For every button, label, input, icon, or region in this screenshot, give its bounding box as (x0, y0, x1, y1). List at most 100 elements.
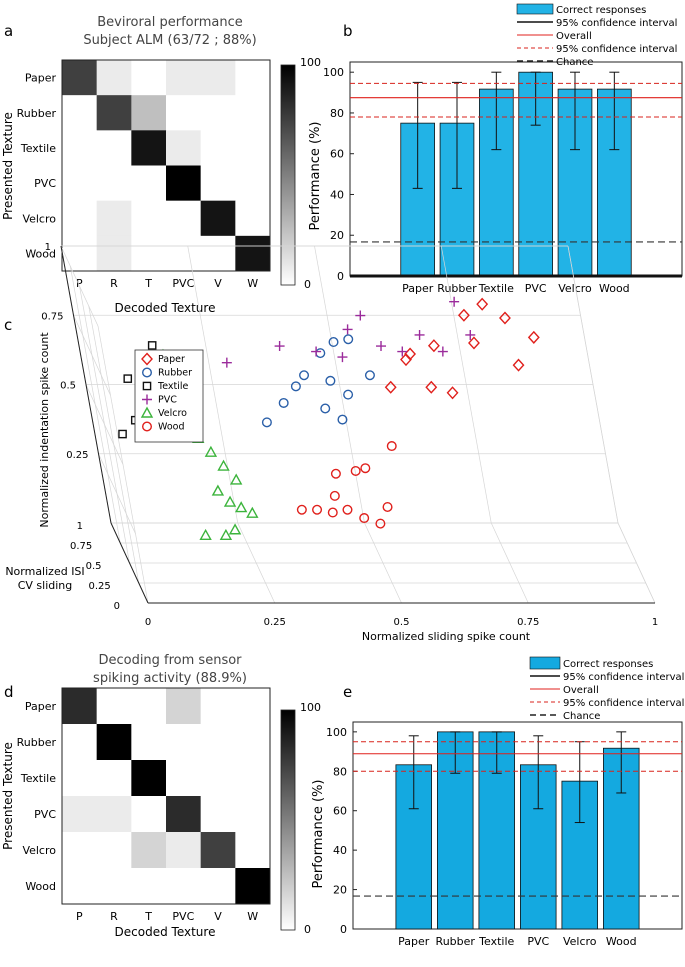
scatter-point-paper (457, 308, 470, 322)
heatmap-a-cell (96, 165, 132, 201)
grid-floor-y (364, 522, 402, 604)
scatter-point-rubber (337, 414, 348, 425)
heatmap-d-cell (131, 868, 167, 905)
bar-e-ytick-label: 60 (333, 805, 347, 818)
colorbar-d (280, 709, 296, 931)
heatmap-a-cell (166, 235, 201, 272)
scatter-point-paper (425, 380, 438, 394)
scatter-point-velcro (217, 459, 230, 471)
heatmap-d-cell (131, 688, 167, 725)
panel-a: a Beviroral performance Subject ALM (63/… (1, 15, 321, 315)
scatter-c-ytick-label: 0 (114, 601, 120, 612)
heatmap-d-cell (166, 868, 201, 905)
heatmap-a-col-label: P (76, 277, 83, 290)
heatmap-d-col-label: P (76, 910, 83, 923)
bar-b-category-label: Paper (402, 282, 434, 295)
y-axis (110, 522, 149, 604)
legend-b-swatch-correct (516, 3, 554, 15)
heatmap-d-cell (235, 832, 271, 869)
legend-c-label-pvc: PVC (158, 395, 177, 406)
heatmap-a-col-label: R (110, 277, 118, 290)
heatmap-a-cell (235, 200, 271, 237)
bar-e-category-label: Wood (606, 935, 637, 948)
heatmap-d-cell (96, 760, 132, 797)
scatter-c-ylabel-line2: CV sliding (18, 579, 73, 592)
heatmap-a-row-label: Textile (20, 142, 56, 155)
legend-b-overall: Overall (556, 31, 592, 42)
legend-c-marker-paper (141, 352, 153, 366)
heatmap-a-col-labels: P R T PVC V W (76, 277, 258, 290)
scatter-c-ylabel-line1: Normalized ISI (5, 565, 84, 578)
scatter-point-wood (360, 463, 371, 474)
legend-e: Correct responses 95% confidence interva… (529, 656, 684, 722)
heatmap-d-cell (96, 868, 132, 905)
scatter-point-pvc (465, 329, 476, 340)
heatmap-a-cell (200, 60, 236, 96)
bar-e-category-label: Paper (398, 935, 430, 948)
bar-b-ytick-label: 100 (323, 66, 344, 79)
scatter-point-pvc (449, 296, 460, 307)
scatter-3d-c: 0 0.25 0.5 0.75 1 0 0.25 0.5 0.75 1 0.25 0.5 0.75 1 (41, 242, 658, 628)
bar-b-category-label: Textile (478, 282, 514, 295)
heatmap-a-row-label: Paper (25, 72, 57, 85)
scatter-point-pvc (221, 357, 232, 368)
frame-right-back (567, 245, 619, 524)
heatmap-d-cell (62, 688, 97, 725)
scatter-c-xlabel: Normalized sliding spike count (362, 630, 531, 643)
bar-b-ytick-label: 80 (330, 107, 344, 120)
grid-left-wall-y (69, 265, 121, 544)
heatmap-d-cell (166, 760, 201, 797)
scatter-point-paper (499, 311, 511, 325)
heatmap-a-cell (166, 60, 201, 96)
scatter-point-wood (350, 465, 361, 476)
bar-e-ytick-label: 40 (333, 844, 347, 857)
legend-c-marker-wood (141, 421, 152, 432)
bar-e-category-label: Rubber (436, 935, 476, 948)
scatter-point-rubber (325, 375, 336, 386)
scatter-point-pvc (355, 310, 366, 321)
bar-b-frame (349, 61, 683, 277)
bar-b-ytick-label: 40 (330, 188, 344, 201)
heatmap-a-cell (96, 60, 132, 96)
legend-b-correct: Correct responses (556, 5, 646, 16)
bar-b-category-label: PVC (525, 282, 547, 295)
legend-c-items: Paper Rubber Textile PVC Velcro Wood (140, 352, 192, 433)
legend-c-marker-rubber (141, 367, 152, 378)
bar-e-ytick-label: 100 (326, 726, 347, 739)
heatmap-a-cell (96, 95, 132, 131)
bar-b-ytick-label: 20 (330, 229, 344, 242)
scatter-point-velcro (211, 484, 225, 496)
legend-b-ci-black: 95% confidence interval (556, 18, 677, 29)
scatter-point-velcro (234, 501, 248, 513)
heatmap-a-col-label: W (247, 277, 258, 290)
scatter-point-wood (342, 504, 353, 515)
heatmap-d-row-labels: Paper Rubber Textile PVC Velcro Wood (17, 700, 57, 893)
heatmap-a-cell (166, 95, 201, 131)
heatmap-a-col-label: T (144, 277, 152, 290)
legend-e-chance: Chance (563, 711, 600, 722)
scatter-point-wood (359, 513, 370, 524)
heatmap-a-row-label: PVC (34, 177, 56, 190)
legend-c-label-wood: Wood (158, 422, 185, 433)
legend-e-ci-red: 95% confidence interval (563, 698, 684, 709)
heatmap-a-cell (200, 130, 236, 166)
heatmap-a-cell (62, 130, 97, 166)
bar-e-category-label: PVC (527, 935, 549, 948)
heatmap-d-row-label: Rubber (17, 736, 57, 749)
heatmap-d-cell (166, 832, 201, 869)
legend-c-label-textile: Textile (157, 381, 188, 392)
panel-label-e: e (343, 683, 352, 701)
heatmap-d-cell (96, 688, 132, 725)
heatmap-d-cell (131, 832, 167, 869)
scatter-c-xtick-label: 0 (145, 617, 151, 628)
heatmap-d-cell (62, 868, 97, 905)
scatter-point-paper (512, 358, 525, 372)
bar-b-ytick-label: 0 (337, 270, 344, 283)
heatmap-a-cell (131, 130, 167, 166)
bar-e-ytick-label: 20 (333, 884, 347, 897)
scatter-point-paper (446, 386, 459, 400)
scatter-c-ytick-label: 0.5 (86, 561, 102, 572)
scatter-point-pvc (397, 346, 408, 357)
scatter-point-textile (123, 374, 133, 383)
